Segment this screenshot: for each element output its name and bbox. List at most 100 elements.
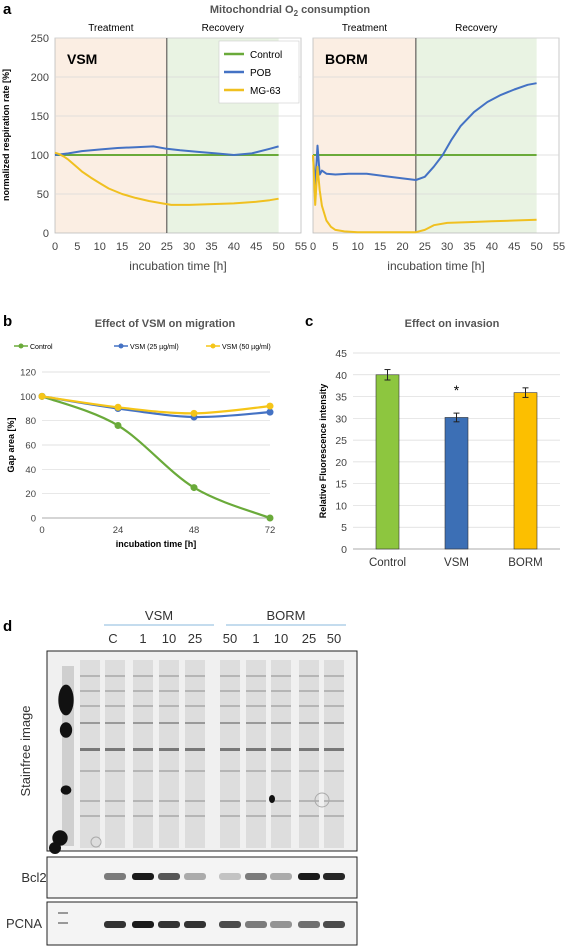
- protein-band: [133, 800, 153, 802]
- protein-band: [246, 748, 266, 751]
- protein-band: [246, 690, 266, 692]
- protein-band: [271, 800, 291, 802]
- y-tick-label: 60: [25, 441, 36, 452]
- bar-vsm: [444, 417, 469, 550]
- protein-band: [185, 748, 205, 751]
- y-tick-label: 35: [335, 392, 347, 404]
- bcl2-band: [245, 873, 267, 880]
- protein-band: [159, 748, 179, 751]
- significance-marker: *: [454, 382, 460, 398]
- protein-band: [185, 690, 205, 692]
- y-tick-label: 15: [335, 479, 347, 491]
- protein-band: [159, 815, 179, 817]
- y-axis-label: Relative Fluorescence intensity: [318, 384, 328, 519]
- lane-label: 25: [188, 631, 202, 646]
- phase-label-recovery: Recovery: [455, 23, 497, 34]
- protein-band: [324, 690, 344, 692]
- panel-label-c: c: [305, 313, 313, 330]
- protein-band: [159, 800, 179, 802]
- y-tick-label: 50: [37, 189, 49, 201]
- protein-band: [80, 705, 100, 707]
- chart-c-title: Effect on invasion: [405, 318, 500, 330]
- bar-control: [375, 374, 400, 550]
- protein-band: [105, 675, 125, 677]
- x-tick-label: 45: [250, 241, 262, 253]
- protein-band: [133, 722, 153, 724]
- ladder-band: [58, 912, 68, 914]
- protein-band: [324, 675, 344, 677]
- row-label-pcna: PCNA: [6, 916, 42, 931]
- chart-b-title: Effect of VSM on migration: [95, 318, 236, 330]
- y-tick-label: 30: [335, 413, 347, 425]
- protein-band: [105, 748, 125, 751]
- protein-lane: [271, 660, 291, 848]
- protein-band: [271, 748, 291, 751]
- protein-band: [220, 675, 240, 677]
- protein-band: [133, 705, 153, 707]
- y-tick-label: 200: [31, 72, 49, 84]
- ladder-band: [58, 922, 68, 924]
- x-axis-label: incubation time [h]: [129, 259, 226, 273]
- x-tick-label: 55: [295, 241, 307, 253]
- legend-marker-vsm50: [210, 343, 216, 349]
- protein-band: [185, 675, 205, 677]
- protein-band: [324, 748, 344, 751]
- pcna-band: [132, 921, 154, 928]
- legend: Control POB MG-63: [218, 40, 300, 104]
- y-tick-label: 0: [341, 544, 347, 556]
- protein-band: [185, 722, 205, 724]
- protein-band: [220, 800, 240, 802]
- x-tick-label: 0: [52, 241, 58, 253]
- protein-lane: [80, 660, 100, 848]
- artifact-ring: [90, 836, 102, 848]
- artifact-ring: [314, 792, 330, 808]
- treatment-region: [313, 38, 416, 233]
- bcl2-band: [298, 873, 320, 880]
- x-axis-label: incubation time [h]: [116, 539, 197, 549]
- protein-band: [271, 815, 291, 817]
- protein-band: [133, 748, 153, 751]
- series-line-mg63: [54, 151, 279, 206]
- protein-lane: [246, 660, 266, 848]
- protein-band: [324, 722, 344, 724]
- chart-a-vsm: Treatment Recovery 0 50 100 150 200 250 0 5 10 15 20…: [31, 23, 307, 273]
- data-point-control: [190, 484, 198, 492]
- x-tick-label: Control: [369, 557, 406, 569]
- protein-band: [299, 815, 319, 817]
- bcl2-band: [158, 873, 180, 880]
- x-tick-label: 15: [116, 241, 128, 253]
- y-tick-label: 100: [20, 392, 36, 403]
- panel-name: VSM: [67, 51, 97, 67]
- protein-band: [80, 770, 100, 772]
- chart-a-title-main: Mitochondrial O: [210, 4, 294, 16]
- phase-label-recovery: Recovery: [202, 23, 244, 34]
- protein-band: [246, 705, 266, 707]
- x-tick-label: 5: [74, 241, 80, 253]
- panel-name: BORM: [325, 51, 368, 67]
- protein-band: [80, 690, 100, 692]
- protein-band: [324, 770, 344, 772]
- protein-band: [133, 675, 153, 677]
- x-tick-label: VSM: [444, 557, 469, 569]
- y-tick-label: 0: [43, 228, 49, 240]
- pcna-band: [270, 921, 292, 928]
- protein-band: [105, 800, 125, 802]
- protein-band: [159, 722, 179, 724]
- lane-label: 50: [327, 631, 341, 646]
- x-tick-label: 20: [138, 241, 150, 253]
- protein-band: [80, 675, 100, 677]
- protein-lane: [324, 660, 344, 848]
- legend-label-vsm50: VSM (50 µg/ml): [222, 344, 271, 351]
- recovery-region: [415, 38, 537, 233]
- series-line-vsm50: [41, 395, 271, 415]
- protein-band: [271, 722, 291, 724]
- protein-band: [80, 815, 100, 817]
- protein-band: [220, 690, 240, 692]
- x-axis-label: incubation time [h]: [387, 259, 484, 273]
- x-tick-label: 35: [205, 241, 217, 253]
- phase-label-treatment: Treatment: [88, 23, 133, 34]
- chart-a-title-rest: consumption: [298, 4, 370, 16]
- x-tick-label: 20: [396, 241, 408, 253]
- protein-band: [80, 800, 100, 802]
